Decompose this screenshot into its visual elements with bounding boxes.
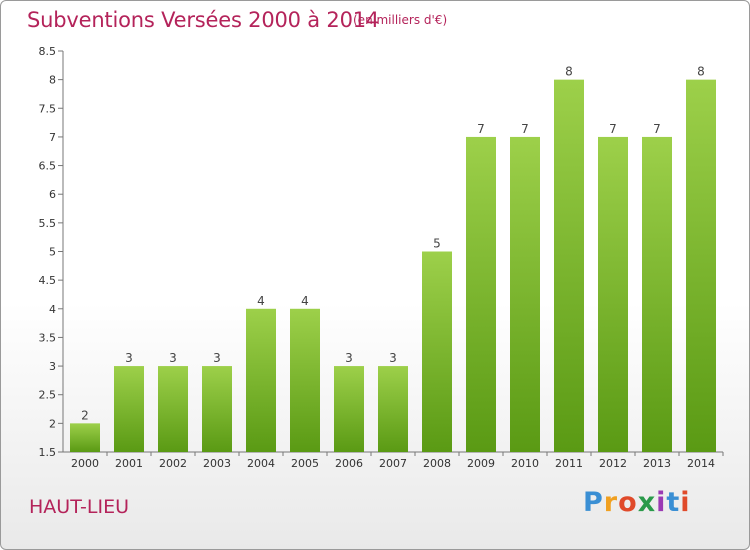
x-tick-label: 2004	[247, 457, 275, 470]
data-label-2002: 3	[169, 351, 177, 365]
y-tick-label: 7.5	[39, 102, 57, 115]
data-label-2003: 3	[213, 351, 221, 365]
data-label-2004: 4	[257, 294, 265, 308]
bar-2006	[334, 366, 364, 452]
x-tick-label: 2007	[379, 457, 407, 470]
data-label-2000: 2	[81, 408, 89, 422]
y-tick-label: 2	[49, 417, 56, 430]
x-axis: 2000 2001 2002 2003 2004 2005 2006 2007 2008 2009…	[63, 451, 724, 470]
chart-title: Subventions Versées 2000 à 2014	[27, 8, 380, 32]
bar-2014	[686, 79, 716, 453]
x-tick-label: 2014	[687, 457, 715, 470]
logo-letter: i	[680, 487, 691, 518]
data-label-2005: 4	[301, 294, 309, 308]
x-tick-label: 2012	[599, 457, 627, 470]
y-tick-label: 8	[49, 74, 56, 87]
y-tick-label: 5.5	[39, 217, 57, 230]
data-label-2012: 7	[609, 122, 617, 136]
x-tick-label: 2006	[335, 457, 363, 470]
place-name: HAUT-LIEU	[29, 496, 130, 518]
x-tick-label: 2008	[423, 457, 451, 470]
data-label-2001: 3	[125, 351, 133, 365]
x-tick-label: 2003	[203, 457, 231, 470]
logo-letter: r	[603, 487, 619, 518]
bar-2005	[290, 308, 320, 452]
bar-2011	[554, 79, 584, 453]
bar-2013	[642, 136, 672, 452]
x-tick-label: 2013	[643, 457, 671, 470]
bar-2008	[422, 251, 452, 452]
y-tick-label: 1.5	[39, 446, 57, 459]
bar-2004	[246, 308, 276, 452]
x-tick-label: 2001	[115, 457, 143, 470]
x-tick-label: 2002	[159, 457, 187, 470]
x-tick-label: 2010	[511, 457, 539, 470]
data-label-2013: 7	[653, 122, 661, 136]
logo-letter: t	[666, 487, 681, 518]
data-label-2011: 8	[565, 65, 573, 79]
bar-2012	[598, 136, 628, 452]
x-tick-label: 2011	[555, 457, 583, 470]
x-tick-label: 2005	[291, 457, 319, 470]
bar-2003	[202, 366, 232, 452]
y-tick-label: 6.5	[39, 160, 57, 173]
y-tick-label: 7	[49, 131, 56, 144]
data-label-2009: 7	[477, 122, 485, 136]
bar-2010	[510, 136, 540, 452]
logo-letter: i	[656, 487, 667, 518]
bar-2007	[378, 366, 408, 452]
y-tick-label: 8.5	[39, 45, 57, 58]
y-tick-label: 4.5	[39, 274, 57, 287]
y-tick-label: 3.5	[39, 331, 57, 344]
bar-2000	[70, 423, 100, 452]
chart-subtitle: (en milliers d'€)	[353, 13, 448, 27]
y-tick-label: 3	[49, 360, 56, 373]
proxiti-logo: Proxiti	[583, 487, 691, 518]
x-tick-label: 2009	[467, 457, 495, 470]
y-tick-label: 2.5	[39, 389, 57, 402]
data-label-2007: 3	[389, 351, 397, 365]
y-axis: 1.5 2 2.5 3 3.5 4 4.5 5 5.5 6 6.5 7 7.5 8 8.5	[39, 45, 64, 459]
logo-letter: o	[618, 487, 638, 518]
bars-group: 2 3 3 3 4 4 3 3 5 7 7 8 7 7 8	[70, 65, 716, 453]
data-label-2014: 8	[697, 65, 705, 79]
bar-2002	[158, 366, 188, 452]
data-label-2010: 7	[521, 122, 529, 136]
y-tick-label: 6	[49, 188, 56, 201]
data-label-2006: 3	[345, 351, 353, 365]
data-label-2008: 5	[433, 237, 441, 251]
y-tick-label: 5	[49, 246, 56, 259]
y-tick-label: 4	[49, 303, 56, 316]
bar-2001	[114, 366, 144, 452]
bar-2009	[466, 136, 496, 452]
x-tick-label: 2000	[71, 457, 99, 470]
logo-letter: x	[637, 487, 657, 518]
logo-letter: P	[583, 487, 604, 518]
